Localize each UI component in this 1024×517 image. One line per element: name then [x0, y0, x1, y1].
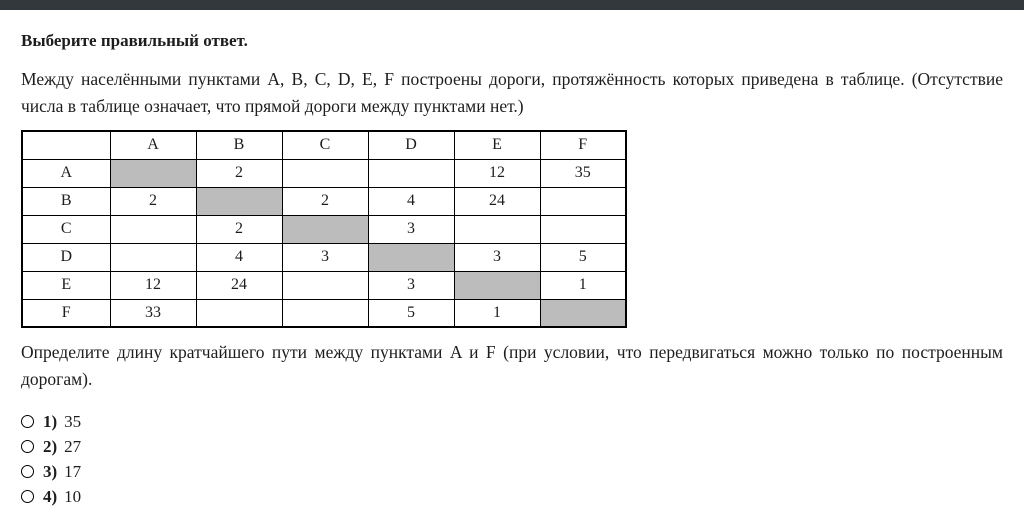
distance-cell: 1	[539, 270, 627, 300]
answer-option-1[interactable]: 1) 35	[21, 409, 1003, 434]
diagonal-cell	[109, 158, 197, 188]
distance-cell	[367, 158, 455, 188]
distance-cell: 3	[367, 270, 455, 300]
distance-cell	[109, 214, 197, 244]
option-value: 17	[64, 461, 82, 481]
top-bar	[0, 0, 1024, 10]
row-header-F: F	[21, 298, 111, 328]
distance-cell: 4	[195, 242, 283, 272]
col-header-F: F	[539, 130, 627, 160]
row-header-B: B	[21, 186, 111, 216]
radio-button-icon[interactable]	[21, 415, 34, 428]
distance-cell: 24	[453, 186, 541, 216]
radio-button-icon[interactable]	[21, 490, 34, 503]
distance-cell: 2	[281, 186, 369, 216]
distance-cell: 4	[367, 186, 455, 216]
answer-option-4[interactable]: 4) 10	[21, 484, 1003, 509]
table-row-E: E 12 24 3 1	[21, 270, 627, 300]
diagonal-cell	[281, 214, 369, 244]
distance-table-body: A 2 12 35 B 2 2 4 24 C 2 3 D 4 3 3 5 E 12 24 3 1 F 33 5 1	[21, 158, 627, 328]
distance-cell: 3	[367, 214, 455, 244]
col-header-A: A	[109, 130, 197, 160]
distance-cell: 12	[109, 270, 197, 300]
distance-cell: 24	[195, 270, 283, 300]
answer-option-3[interactable]: 3) 17	[21, 459, 1003, 484]
distance-cell: 3	[453, 242, 541, 272]
distance-cell	[453, 214, 541, 244]
distance-cell: 1	[453, 298, 541, 328]
distance-cell	[195, 298, 283, 328]
distance-cell: 2	[195, 158, 283, 188]
diagonal-cell	[195, 186, 283, 216]
option-number: 4)	[43, 486, 58, 506]
distance-cell	[539, 214, 627, 244]
table-row-A: A 2 12 35	[21, 158, 627, 188]
row-header-D: D	[21, 242, 111, 272]
table-row-C: C 2 3	[21, 214, 627, 244]
option-number: 3)	[43, 461, 58, 481]
page-title: Выберите правильный ответ.	[21, 31, 248, 50]
option-value: 10	[64, 486, 82, 506]
distance-cell	[281, 270, 369, 300]
distance-cell	[281, 158, 369, 188]
diagonal-cell	[367, 242, 455, 272]
option-number: 1)	[43, 411, 58, 431]
diagonal-cell	[539, 298, 627, 328]
diagonal-cell	[453, 270, 541, 300]
col-header-E: E	[453, 130, 541, 160]
option-number: 2)	[43, 436, 58, 456]
row-header-A: A	[21, 158, 111, 188]
row-header-E: E	[21, 270, 111, 300]
distance-cell: 33	[109, 298, 197, 328]
distance-cell: 2	[109, 186, 197, 216]
question-text: Определите длину кратчайшего пути между …	[21, 342, 1003, 389]
col-header-D: D	[367, 130, 455, 160]
distance-cell	[281, 298, 369, 328]
distance-cell: 3	[281, 242, 369, 272]
row-header-C: C	[21, 214, 111, 244]
quiz-content: Выберите правильный ответ. Между населён…	[0, 31, 1024, 509]
col-header-C: C	[281, 130, 369, 160]
table-row-F: F 33 5 1	[21, 298, 627, 328]
options-list: 1) 35 2) 27 3) 17 4) 10	[21, 409, 1003, 509]
answer-option-2[interactable]: 2) 27	[21, 434, 1003, 459]
distance-cell: 5	[367, 298, 455, 328]
table-row-B: B 2 2 4 24	[21, 186, 627, 216]
distance-cell	[539, 186, 627, 216]
radio-button-icon[interactable]	[21, 440, 34, 453]
distance-cell: 5	[539, 242, 627, 272]
option-value: 35	[64, 411, 82, 431]
distance-cell	[109, 242, 197, 272]
radio-button-icon[interactable]	[21, 465, 34, 478]
distance-cell: 2	[195, 214, 283, 244]
intro-text: Между населёнными пунктами A, B, C, D, E…	[21, 69, 1003, 116]
distance-cell: 12	[453, 158, 541, 188]
distance-cell: 35	[539, 158, 627, 188]
option-value: 27	[64, 436, 82, 456]
col-header-B: B	[195, 130, 283, 160]
corner-cell	[21, 130, 111, 160]
